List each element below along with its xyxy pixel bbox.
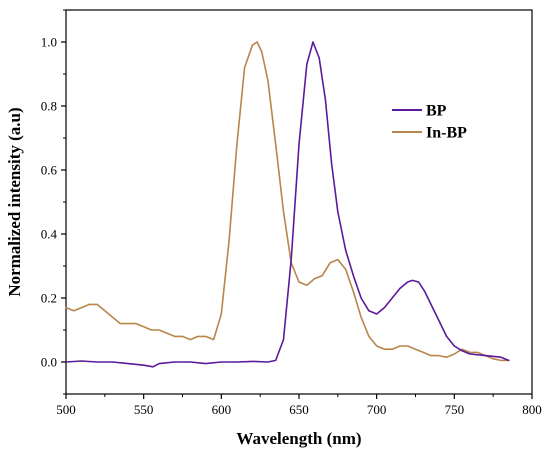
y-tick-label: 0.8: [41, 99, 57, 114]
y-tick-label: 1.0: [41, 35, 57, 50]
y-axis-title: Normalized intensity (a.u): [5, 107, 24, 296]
legend: BP In-BP: [392, 103, 467, 142]
y-tick-label: 0.0: [41, 355, 57, 370]
x-tick-label: 500: [56, 402, 76, 417]
x-tick-label: 700: [367, 402, 387, 417]
series-line-in-bp: [65, 41, 510, 362]
legend-label-in-bp: In-BP: [426, 125, 467, 142]
y-tick-label: 0.6: [41, 163, 58, 178]
x-axis-title: Wavelength (nm): [236, 429, 361, 448]
series-line-bp: [65, 41, 510, 368]
legend-label-bp: BP: [426, 103, 447, 120]
plot-border: [65, 9, 533, 395]
y-axis: 0.0 0.2 0.4 0.6 0.8 1.0: [41, 9, 66, 395]
x-tick-label: 800: [522, 402, 542, 417]
y-tick-label: 0.2: [41, 291, 57, 306]
x-tick-label: 650: [289, 402, 309, 417]
plot-frame: [65, 9, 533, 395]
y-tick-label: 0.4: [41, 227, 58, 242]
x-tick-label: 550: [134, 402, 154, 417]
x-tick-label: 600: [212, 402, 232, 417]
x-tick-label: 750: [445, 402, 465, 417]
series-layer: [65, 41, 510, 368]
x-axis: 500 550 600 650 700 750 800: [56, 394, 542, 417]
